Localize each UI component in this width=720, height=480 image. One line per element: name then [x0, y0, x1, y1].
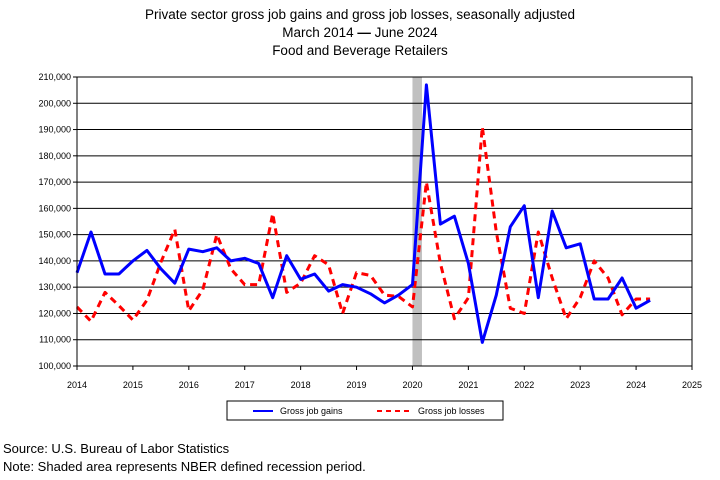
x-tick-label: 2015: [123, 380, 143, 390]
y-tick-label: 140,000: [38, 256, 71, 266]
plot-frame: [76, 76, 693, 367]
x-tick-label: 2020: [402, 380, 422, 390]
x-tick-label: 2014: [67, 380, 87, 390]
y-tick-label: 170,000: [38, 177, 71, 187]
chart-industry: Food and Beverage Retailers: [272, 43, 448, 58]
series-line-losses: [75, 125, 651, 323]
y-tick-label: 150,000: [38, 230, 71, 240]
y-tick-label: 110,000: [39, 335, 71, 345]
y-axis: 100,000 110,000 120,000 130,000 140,000 150,0…: [38, 72, 77, 371]
grid-lines: [77, 102, 692, 341]
legend-label-gains: Gross job gains: [280, 406, 343, 416]
x-axis: 2014 2015 2016 2017 2018 2019 2020 2021 2022 2023…: [67, 366, 702, 390]
x-tick-label: 2018: [291, 380, 311, 390]
y-tick-label: 210,000: [38, 72, 71, 82]
recession-note: Note: Shaded area represents NBER define…: [3, 459, 366, 474]
y-tick-label: 130,000: [38, 282, 71, 292]
y-tick-label: 160,000: [38, 203, 71, 213]
y-tick-label: 180,000: [38, 151, 71, 161]
source-note: Source: U.S. Bureau of Labor Statistics: [3, 441, 230, 456]
chart-subtitle: March 2014 — June 2024: [282, 25, 438, 40]
y-tick-label: 200,000: [38, 98, 71, 108]
chart-title: Private sector gross job gains and gross…: [145, 7, 575, 22]
x-tick-label: 2019: [347, 380, 367, 390]
subtitle-dash: —: [357, 25, 371, 40]
legend-box: [226, 400, 504, 421]
y-tick-label: 100,000: [38, 361, 71, 371]
x-tick-label: 2024: [626, 380, 646, 390]
y-tick-label: 190,000: [38, 125, 71, 135]
subtitle-start: March 2014: [282, 25, 354, 40]
series-lines: [75, 83, 651, 344]
x-tick-label: 2022: [514, 380, 534, 390]
x-tick-label: 2025: [682, 380, 702, 390]
x-tick-label: 2017: [235, 380, 255, 390]
series-line-gains: [75, 83, 651, 344]
y-tick-label: 120,000: [38, 308, 71, 318]
x-tick-label: 2023: [570, 380, 590, 390]
legend-label-losses: Gross job losses: [418, 406, 485, 416]
legend: Gross job gains Gross job losses: [226, 400, 504, 421]
x-tick-label: 2016: [179, 380, 199, 390]
x-tick-label: 2021: [458, 380, 478, 390]
subtitle-end: June 2024: [375, 25, 439, 40]
